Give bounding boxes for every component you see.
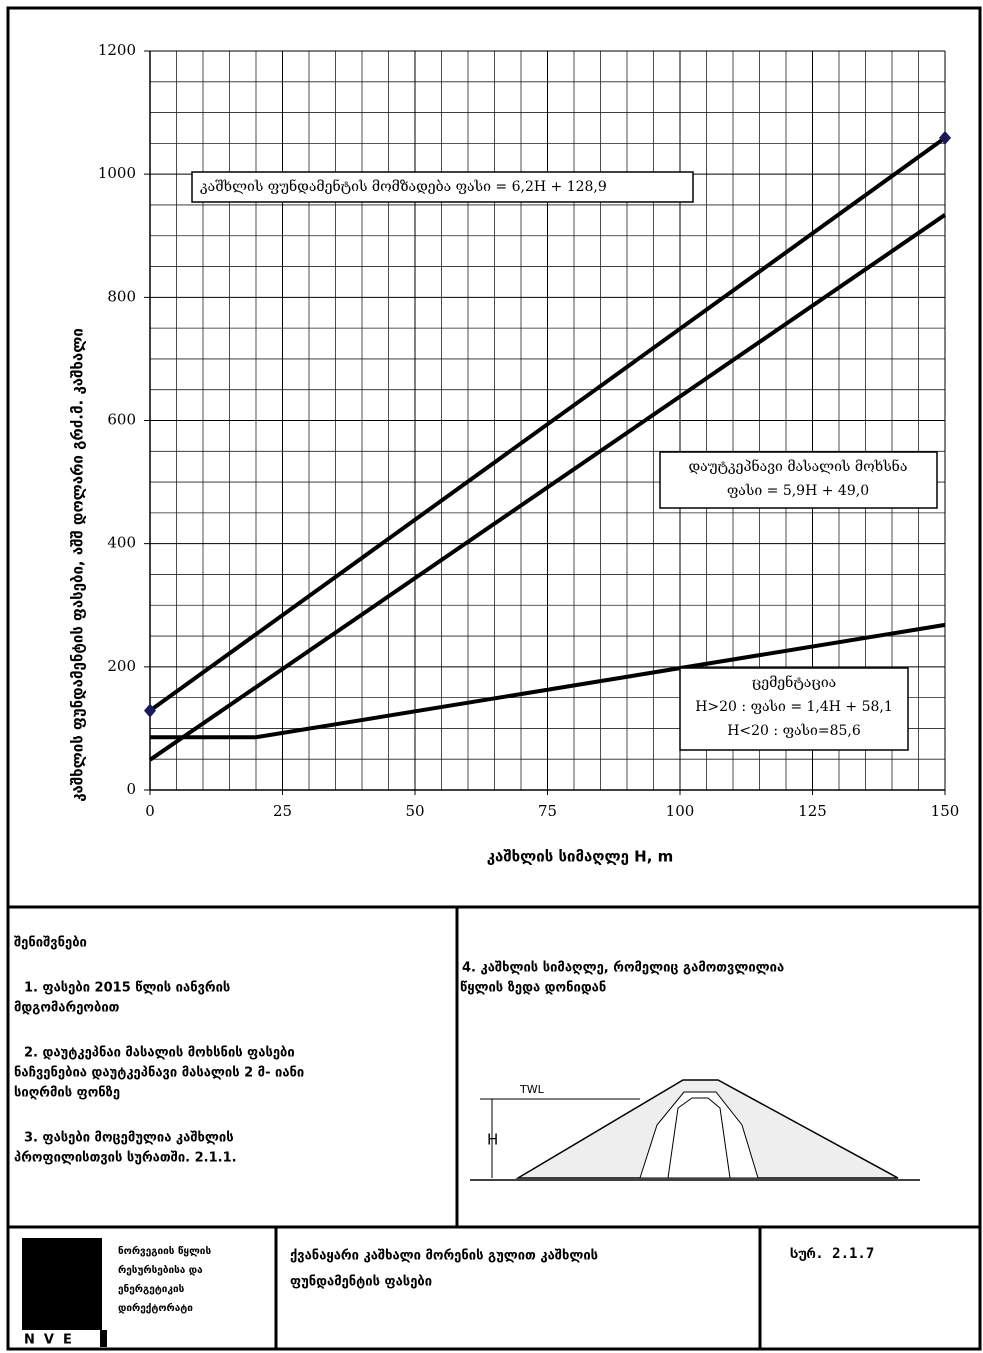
y-tick-label: 1200: [98, 41, 136, 59]
doc-title: ქვანაყარი კაშხალი მორენის გულით კაშხლის: [290, 1249, 598, 1264]
dam-core: [668, 1098, 730, 1178]
y-tick-label: 800: [107, 287, 136, 305]
note-line: 2. დაუტკეპნაი მასალის მოხსნის ფასები: [24, 1046, 295, 1061]
annotation: ცემენტაცია: [752, 673, 836, 691]
note-line: 4. კაშხლის სიმაღლე, რომელიც გამოთვლილია: [462, 961, 784, 976]
x-tick-label: 75: [538, 802, 557, 820]
y-axis-label: კაშხლის ფუნდამენტის ფასები, აშშ დოლარი გ…: [69, 328, 87, 802]
height-label: H: [487, 1131, 498, 1149]
x-tick-label: 150: [931, 802, 960, 820]
x-tick-label: 25: [273, 802, 292, 820]
notes-title: შენიშვნები: [14, 936, 87, 951]
annotation: H<20 : ფასი=85,6: [727, 722, 861, 739]
y-tick-label: 600: [107, 411, 136, 429]
note-line: წყლის ზედა დონიდან: [460, 981, 606, 996]
annotation: ფასი = 5,9H + 49,0: [727, 482, 869, 499]
doc-title: ფუნდამენტის ფასები: [290, 1275, 432, 1290]
y-tick-label: 400: [107, 534, 136, 552]
note-line: მდგომარეობით: [14, 1001, 120, 1016]
y-tick-label: 1000: [98, 164, 136, 182]
x-tick-label: 125: [798, 802, 827, 820]
note-line: პროფილისთვის სურათში. 2.1.1.: [14, 1151, 237, 1166]
x-axis-label: კაშხლის სიმაღლე H, m: [487, 848, 674, 866]
document: TWL H NVE სურ. 2.1.7 0 25 50 75 100 125 150 0 20…: [0, 0, 983, 1353]
logo-text: NVE: [24, 1333, 81, 1348]
org-name: დირექტორატი: [118, 1302, 193, 1314]
org-name: ნორვეგიის წყლის: [118, 1245, 211, 1257]
page: TWL H NVE სურ. 2.1.7 0 25 50 75 100 125 150 0 20…: [0, 0, 983, 1353]
y-tick-label: 0: [126, 780, 136, 798]
x-tick-label: 50: [405, 802, 424, 820]
note-line: ნაჩვენებია დაუტკეპნავი მასალის 2 მ- იანი: [14, 1066, 304, 1081]
y-tick-label: 200: [107, 657, 136, 675]
note-line: 1. ფასები 2015 წლის იანვრის: [24, 981, 230, 996]
dam-diagram: TWL H: [470, 1080, 920, 1180]
x-tick-label: 0: [145, 802, 155, 820]
note-line: სიღრმის ფონზე: [14, 1086, 120, 1101]
figure-number: სურ. 2.1.7: [790, 1246, 874, 1262]
org-name: რესურსებისა და: [118, 1264, 203, 1276]
org-name: ენერგეტიკის: [118, 1283, 185, 1295]
annotation: H>20 : ფასი = 1,4H + 58,1: [695, 698, 893, 715]
logo-mark: [22, 1238, 102, 1330]
note-line: 3. ფასები მოცემულია კაშხლის: [24, 1131, 234, 1146]
logo-bar: [100, 1330, 107, 1347]
x-tick-label: 100: [666, 802, 695, 820]
water-label: TWL: [519, 1083, 545, 1096]
annotation: კაშხლის ფუნდამენტის მომზადება ფასი = 6,2…: [200, 177, 607, 195]
logo: NVE: [22, 1238, 107, 1348]
annotation: დაუტკეპნავი მასალის მოხსნა: [689, 457, 908, 475]
